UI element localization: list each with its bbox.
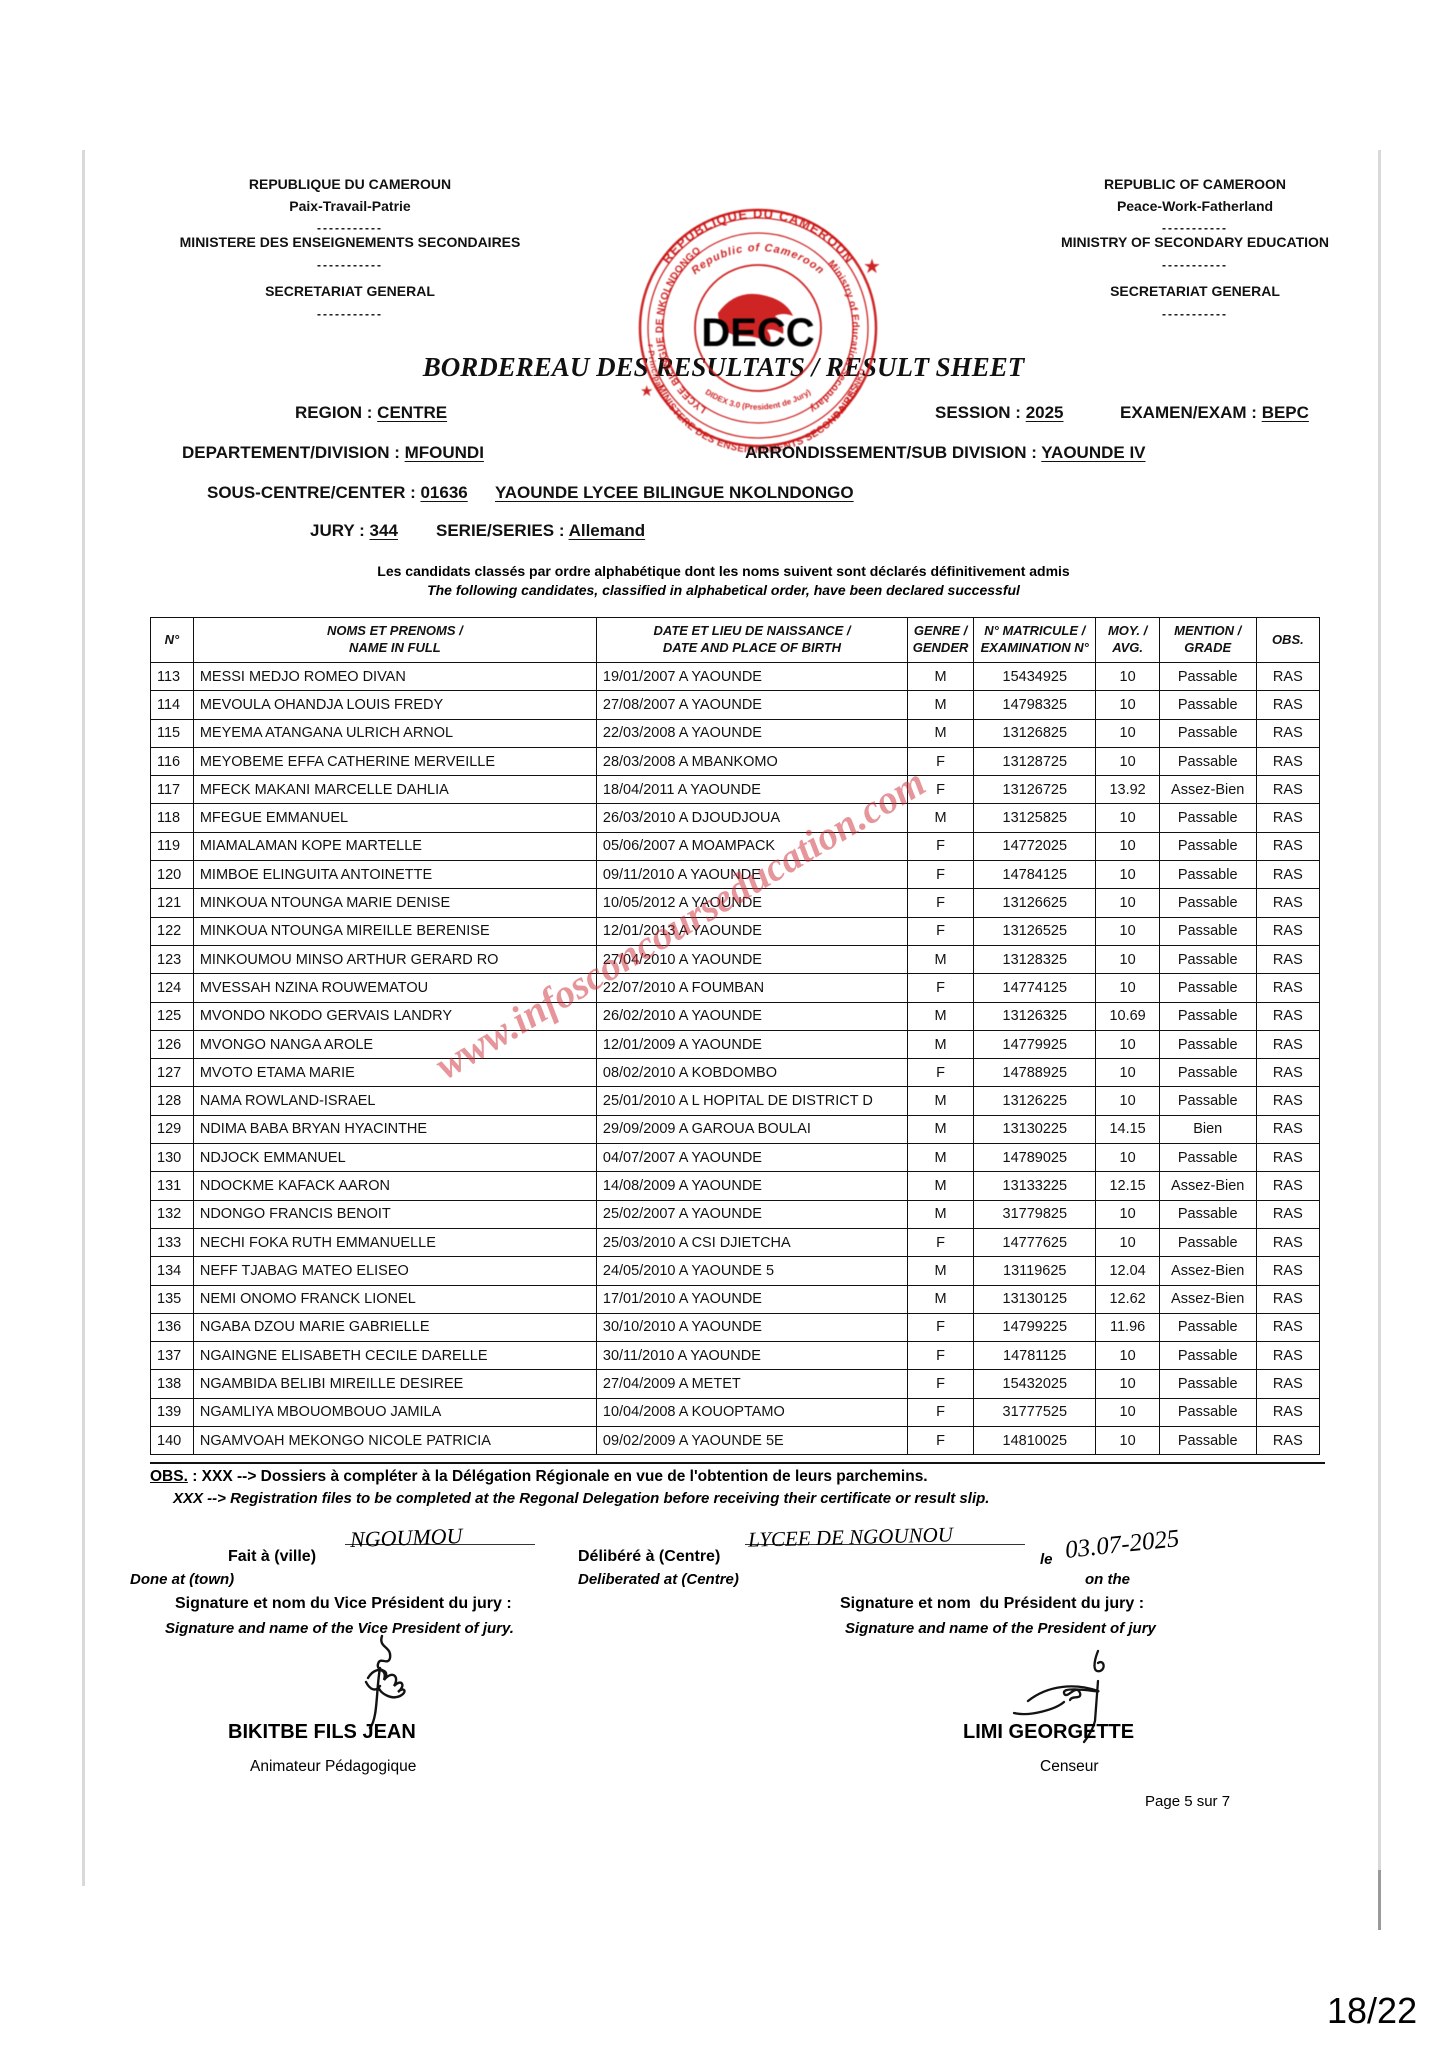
svg-text:Republic of Cameroon: Republic of Cameroon (689, 242, 826, 277)
svg-text:★: ★ (863, 256, 881, 278)
svg-text:DECC: DECC (701, 311, 814, 355)
svg-text:★: ★ (640, 383, 653, 400)
